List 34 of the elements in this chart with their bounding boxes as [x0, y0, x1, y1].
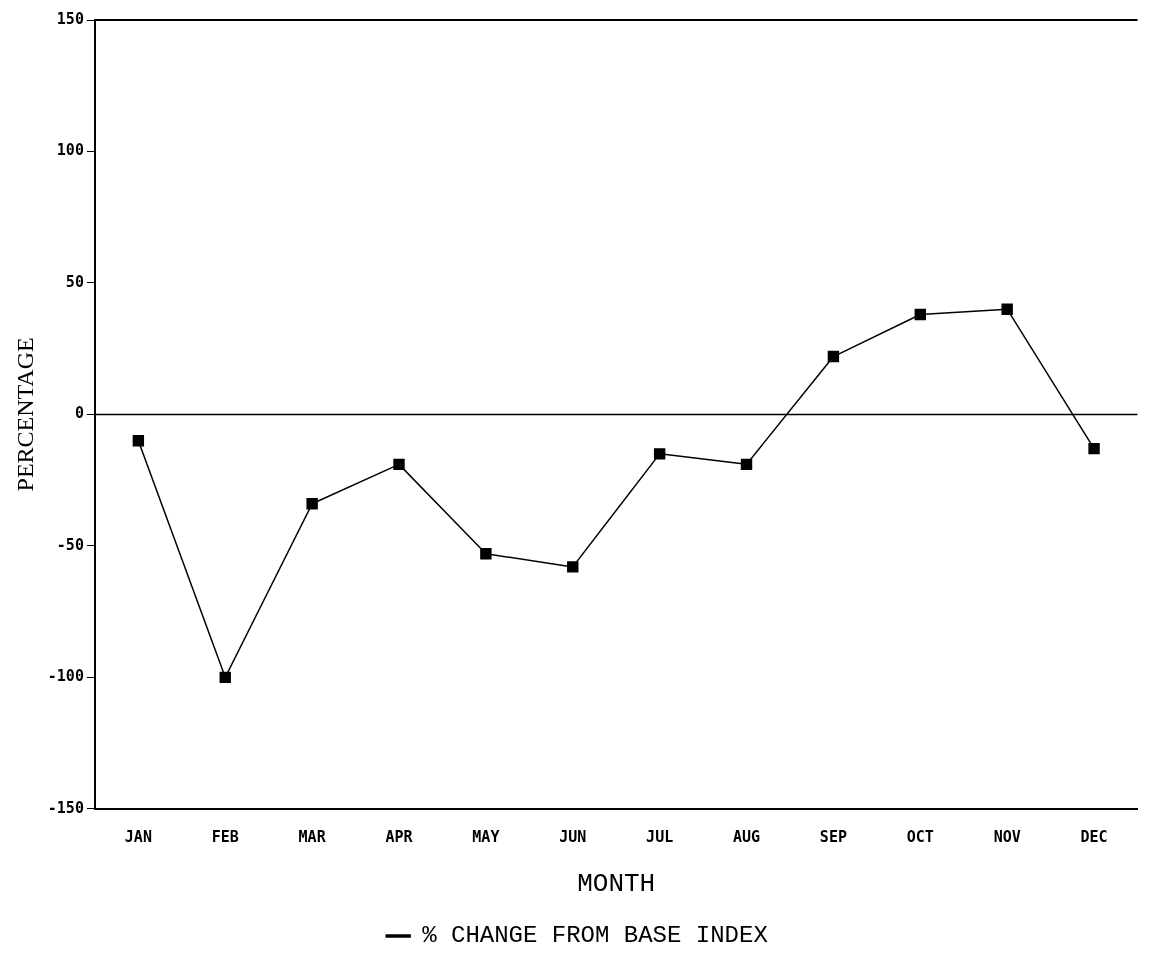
x-axis-title: MONTH [577, 869, 656, 900]
x-tick-label: MAY [472, 827, 500, 846]
point [914, 308, 926, 321]
x-tick-label: NOV [993, 827, 1021, 846]
point [1001, 303, 1013, 315]
x-tick-label: APR [385, 827, 414, 846]
y-tick-label: 150 [56, 9, 84, 28]
point [132, 434, 145, 447]
x-tick-label: OCT [906, 827, 934, 846]
point [740, 458, 753, 471]
x-tick-label: FEB [211, 827, 239, 846]
y-tick-label: 50 [65, 272, 84, 291]
point [393, 458, 405, 471]
point [653, 448, 666, 460]
x-tick-label: AUG [732, 827, 761, 846]
y-axis-title: PERCENTAGE [11, 337, 38, 492]
x-tick-label: JAN [124, 827, 152, 846]
x-tick-label: JUN [559, 827, 587, 846]
x-tick-label: SEP [819, 827, 847, 846]
point [827, 350, 840, 363]
y-tick-label: -150 [47, 798, 84, 817]
y-tick-label: 0 [74, 404, 84, 423]
point [480, 548, 492, 560]
x-tick-label: MAR [298, 827, 327, 846]
x-tick-label: JUL [646, 827, 674, 846]
point [1088, 442, 1100, 455]
y-tick-label: 100 [56, 141, 84, 160]
y-tick-label: -100 [47, 667, 84, 686]
x-tick-label: DEC [1080, 827, 1108, 846]
point [306, 498, 318, 510]
point [219, 671, 231, 684]
point [567, 561, 579, 573]
y-tick-label: -50 [56, 535, 84, 554]
legend-label: % CHANGE FROM BASE INDEX [422, 922, 768, 950]
